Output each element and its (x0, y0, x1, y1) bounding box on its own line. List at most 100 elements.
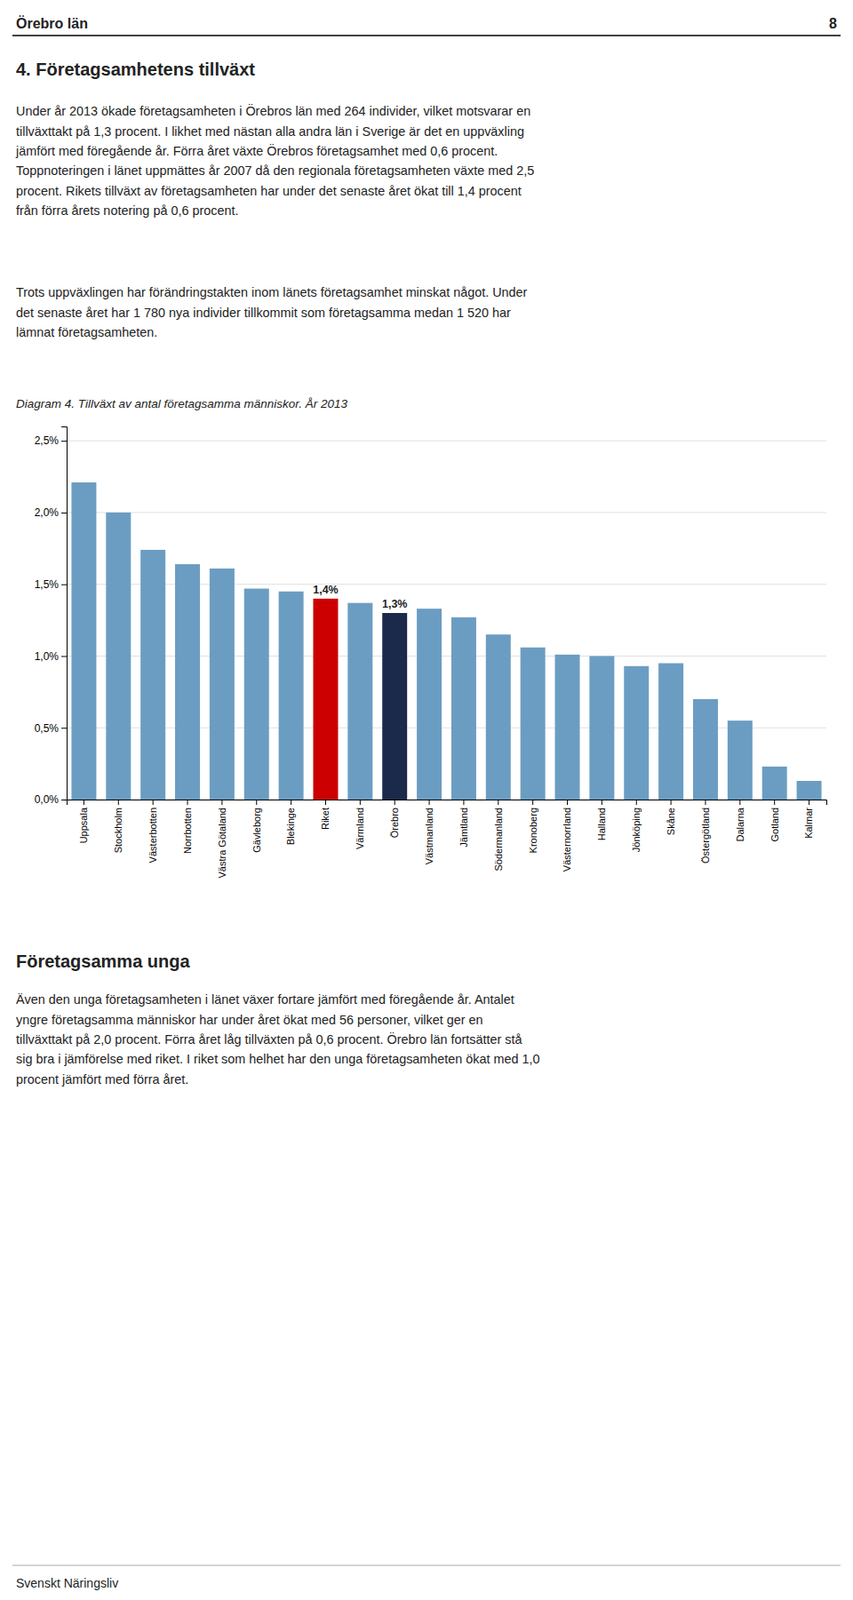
y-tick: 2,5% (34, 434, 67, 447)
body-text: Trots uppväxlingen har förändringstakten… (15, 285, 528, 340)
grid-line (66, 511, 827, 513)
section-title: 4. Företagsamhetens tillväxt (15, 59, 256, 80)
x-tick: Södermanland (493, 799, 504, 872)
tick-mark (636, 799, 638, 806)
x-tick: Norrbotten (182, 799, 193, 854)
section-title: Företagsamma unga (15, 951, 191, 972)
x-tick: Stockholm (112, 799, 124, 853)
bar (312, 598, 338, 800)
tick-mark (83, 799, 85, 806)
x-tick: Gotland (769, 799, 781, 843)
y-axis: 0,0% 0,5% 1,0% 1,5% 2,0% 2,5% (34, 427, 68, 807)
x-tick: Västerbotten (147, 799, 159, 863)
bar (71, 482, 96, 800)
body-text: Under år 2013 ökade företagsamheten i Ör… (15, 103, 535, 218)
grid-line (66, 440, 827, 442)
x-tick-label: Västra Götaland (216, 807, 228, 879)
x-tick: Örebro (389, 799, 400, 838)
y-tick-label: 0,0% (34, 793, 60, 806)
bar (486, 634, 511, 800)
bar (105, 512, 131, 800)
x-tick: Västmanland (423, 799, 435, 865)
bar (140, 550, 166, 800)
bar (658, 663, 684, 800)
tick-mark (325, 799, 327, 806)
tick-mark (808, 799, 810, 806)
tick-mark (152, 799, 154, 806)
y-tick: 1,0% (34, 650, 67, 663)
x-tick-label: Jönköping (630, 807, 642, 853)
bar (693, 699, 718, 800)
x-tick-label: Örebro (389, 807, 400, 838)
x-tick: Halland (596, 799, 607, 841)
tick-mark (61, 727, 67, 729)
x-tick: Dalarna (734, 799, 746, 843)
tick-mark (118, 799, 120, 806)
y-tick-label: 1,5% (34, 578, 60, 591)
tick-mark (61, 799, 67, 801)
x-tick: Skåne (665, 799, 677, 836)
x-tick-label: Skåne (665, 807, 677, 836)
bar (797, 781, 822, 800)
bar (589, 655, 614, 800)
x-tick: Kalmar (803, 799, 814, 839)
tick-mark (670, 799, 672, 806)
x-tick-label: Kronoberg (527, 807, 539, 853)
x-tick-label: Östergötland (700, 807, 711, 864)
tick-mark (187, 799, 189, 806)
x-tick-label: Västerbotten (147, 807, 159, 863)
x-tick: Jönköping (630, 799, 642, 853)
tick-mark (773, 799, 775, 806)
x-tick-label: Uppsala (78, 806, 89, 844)
chart-title: Diagram 4. Tillväxt av antal företagsamm… (15, 397, 349, 411)
tick-mark (255, 799, 257, 806)
body-text: Även den unga företagsamheten i länet vä… (15, 992, 541, 1086)
y-tick: 1,5% (34, 578, 67, 591)
axis-line (61, 427, 68, 801)
tick-mark (61, 440, 67, 442)
bar (279, 591, 304, 800)
x-tick: Uppsala (78, 799, 89, 844)
x-tick-label: Riket (319, 807, 331, 830)
x-tick: Östergötland (700, 799, 711, 864)
tick-mark (394, 799, 396, 806)
bar (382, 613, 407, 800)
tick-mark (61, 584, 67, 586)
footer: Svenskt Näringsliv (15, 1576, 119, 1591)
x-tick-label: Blekinge (285, 807, 296, 846)
tick-mark (61, 512, 67, 514)
chart: 0,0% 0,5% 1,0% 1,5% 2,0% 2,5% Uppsala Stockholm… (34, 427, 828, 879)
header-rule (12, 34, 841, 37)
x-tick-label: Stockholm (112, 807, 124, 853)
x-tick-label: Gävleborg (251, 807, 263, 853)
footer-rule (12, 1565, 841, 1567)
x-tick: Västernorrland (561, 799, 573, 872)
y-tick-label: 0,5% (34, 722, 60, 735)
bar (520, 647, 546, 800)
x-tick-label: Värmland (354, 807, 366, 850)
x-tick: Blekinge (285, 799, 296, 846)
y-tick: 0,0% (34, 793, 67, 806)
tick-mark (532, 799, 534, 806)
x-axis: Uppsala Stockholm Västerbotten Norrbotten Vä… (67, 799, 828, 879)
tick-mark (61, 655, 67, 657)
bar (347, 603, 373, 800)
tick-mark (566, 799, 568, 806)
bar (623, 666, 649, 800)
x-tick-label: Västernorrland (561, 807, 573, 872)
annotation: 1,3% (382, 597, 408, 611)
x-tick: Jämtland (458, 799, 470, 848)
y-tick: 2,0% (34, 506, 67, 519)
bar (727, 720, 753, 800)
tick-mark (429, 799, 431, 806)
tick-mark (497, 799, 499, 806)
x-tick-label: Gotland (769, 807, 781, 843)
header-left: Örebro län (15, 15, 88, 32)
page: Örebro län84. Företagsamhetens tillväxtU… (0, 0, 853, 1600)
y-tick-label: 2,0% (34, 506, 60, 519)
x-tick-label: Halland (596, 807, 607, 841)
bar (451, 617, 477, 800)
tick-mark (221, 799, 223, 806)
y-tick-label: 2,5% (34, 434, 60, 447)
bar (555, 654, 581, 800)
